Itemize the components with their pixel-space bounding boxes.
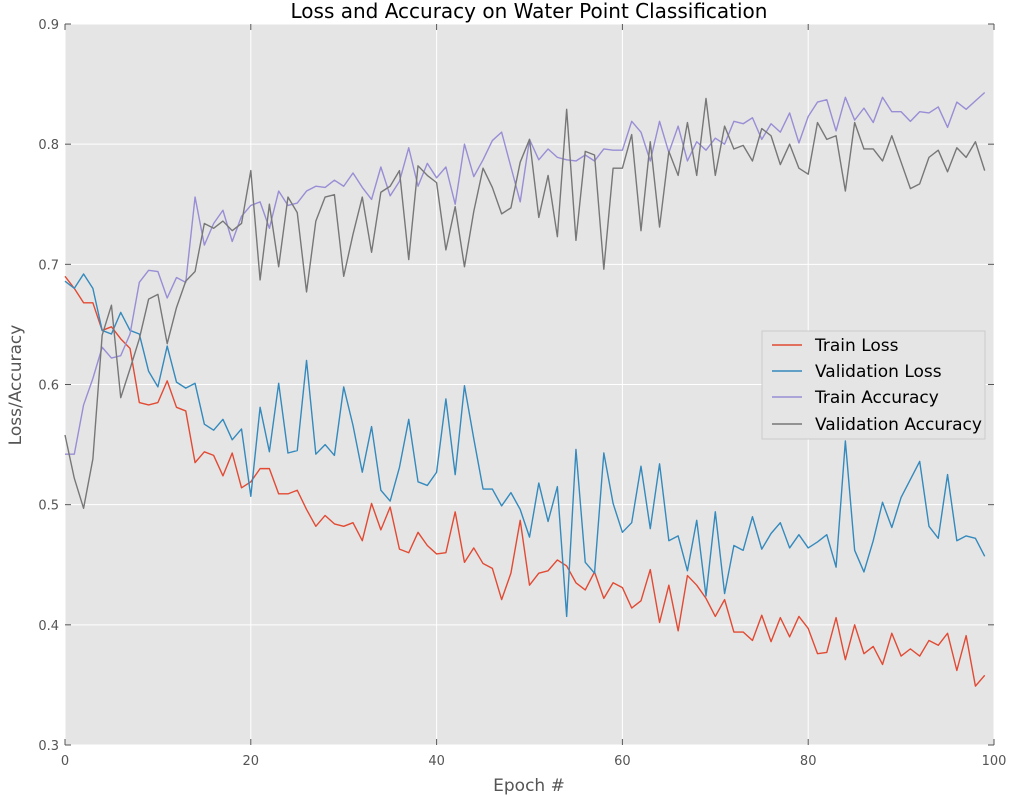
series-lines xyxy=(64,91,986,687)
x-axis-title: Epoch # xyxy=(493,776,565,796)
y-tick-label: 0.6 xyxy=(38,379,59,394)
series-line-validation-accuracy xyxy=(64,97,986,509)
y-tick-label: 0.4 xyxy=(38,619,59,634)
x-tick-label: 40 xyxy=(428,754,445,769)
x-tick-label: 60 xyxy=(614,754,631,769)
series-line-train-loss xyxy=(64,275,986,687)
y-tick-label: 0.9 xyxy=(38,18,59,33)
x-tick-label: 20 xyxy=(243,754,260,769)
legend-label-train-loss: Train Loss xyxy=(814,336,899,356)
series-line-validation-loss xyxy=(64,273,986,618)
chart-title: Loss and Accuracy on Water Point Classif… xyxy=(291,0,768,23)
legend-label-validation-loss: Validation Loss xyxy=(815,362,942,382)
y-tick-label: 0.5 xyxy=(38,499,59,514)
ticks: 0 20 40 60 80 100 0.3 0.4 0.5 0.6 0.7 0.8 0.9 xyxy=(38,18,1006,769)
y-axis-title: Loss/Accuracy xyxy=(6,325,26,446)
series-line-train-accuracy xyxy=(65,91,986,455)
y-tick-label: 0.3 xyxy=(38,739,59,754)
x-tick-label: 0 xyxy=(61,754,69,769)
x-tick-label: 100 xyxy=(982,754,1007,769)
legend-box xyxy=(761,330,986,440)
y-tick-label: 0.8 xyxy=(38,138,59,153)
legend: Train Loss Validation Loss Train Accurac… xyxy=(761,330,986,440)
legend-label-validation-accuracy: Validation Accuracy xyxy=(815,415,982,435)
legend-label-train-accuracy: Train Accuracy xyxy=(814,388,939,408)
x-tick-label: 80 xyxy=(800,754,817,769)
y-tick-label: 0.7 xyxy=(38,258,59,273)
